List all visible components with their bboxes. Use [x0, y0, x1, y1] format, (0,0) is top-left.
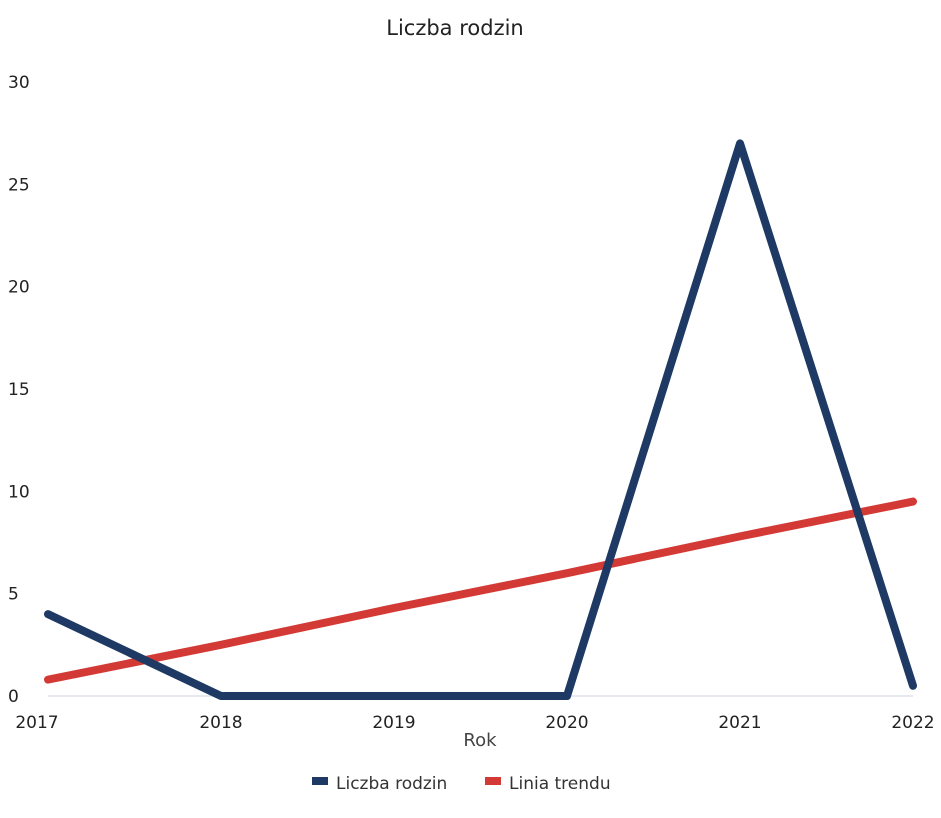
x-axis: 2017 2018 2019 2020 2021 2022 [15, 713, 934, 733]
y-tick-label: 5 [8, 585, 19, 605]
x-tick-label: 2021 [718, 713, 761, 733]
x-tick-label: 2019 [372, 713, 415, 733]
legend-label: Linia trendu [509, 774, 611, 794]
y-tick-label: 15 [8, 380, 30, 400]
series-layer [44, 139, 917, 700]
x-tick-label: 2020 [545, 713, 588, 733]
legend-swatch [312, 777, 328, 785]
series-line-liczba-rodzin [44, 139, 917, 700]
x-tick-label: 2022 [891, 713, 934, 733]
x-axis-label: Rok [463, 730, 497, 751]
y-tick-label: 10 [8, 482, 30, 502]
legend: Liczba rodzin Linia trendu [312, 774, 611, 794]
y-tick-label: 25 [8, 175, 30, 195]
x-tick-label: 2017 [15, 713, 58, 733]
legend-label: Liczba rodzin [336, 774, 447, 794]
y-tick-label: 30 [8, 73, 30, 93]
y-tick-label: 20 [8, 278, 30, 298]
y-axis: 0 5 10 15 20 25 30 [8, 73, 30, 707]
legend-swatch [485, 777, 501, 785]
series-line-linia-trendu [44, 497, 917, 684]
y-tick-label: 0 [8, 687, 19, 707]
chart-title: Liczba rodzin [386, 16, 524, 40]
x-tick-label: 2018 [199, 713, 242, 733]
